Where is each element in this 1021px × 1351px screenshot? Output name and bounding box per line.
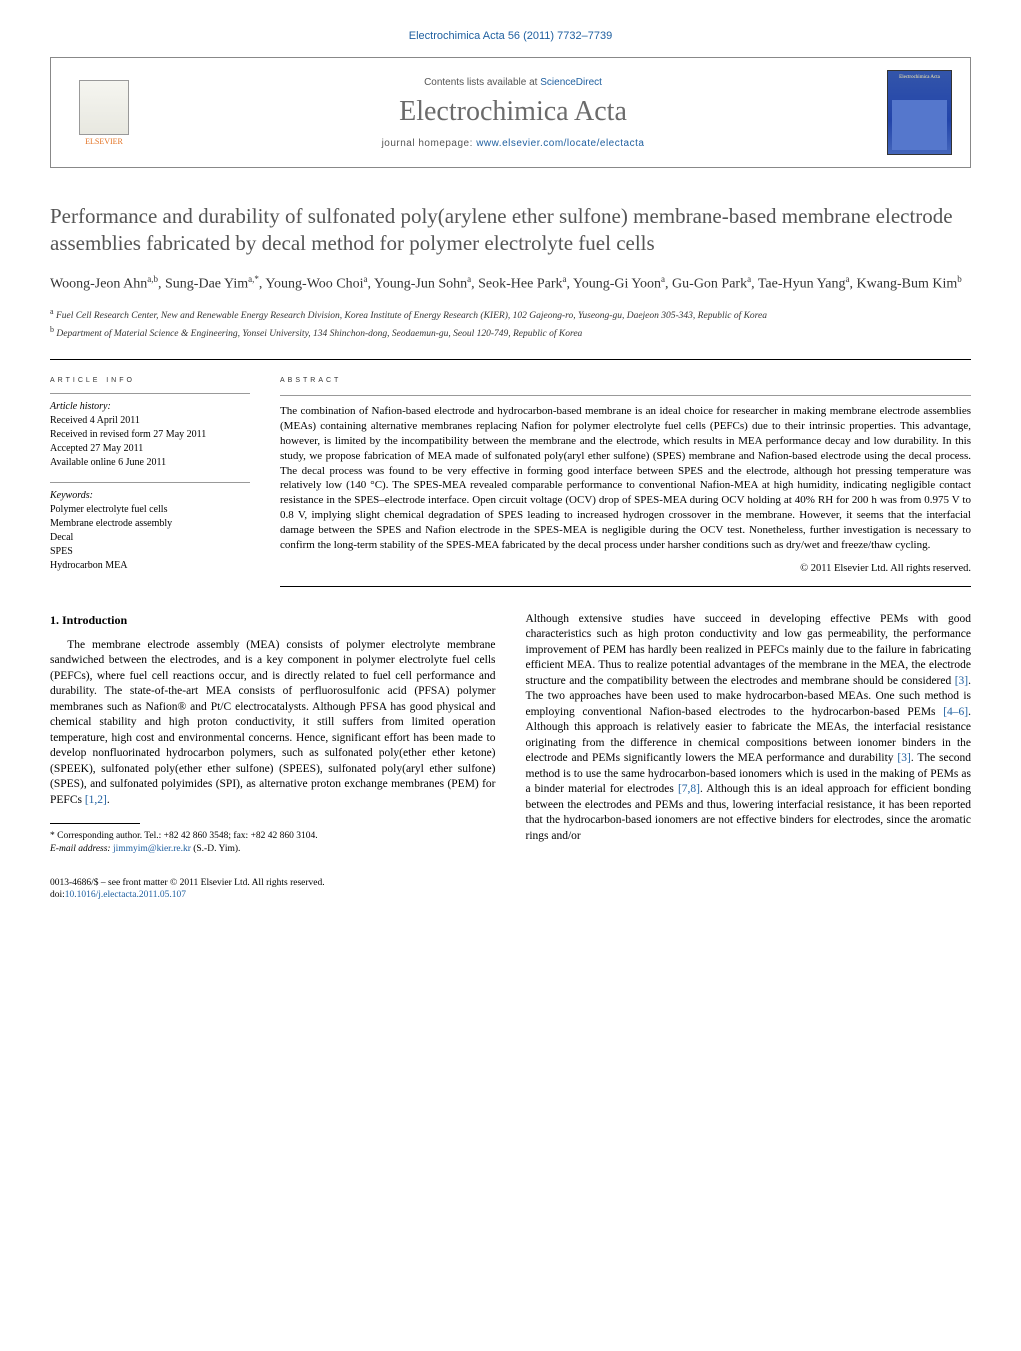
cover-image-area [892,100,947,150]
keyword-line: Polymer electrolyte fuel cells [50,503,250,517]
intro-text-1: The membrane electrode assembly (MEA) co… [50,639,496,806]
ref-link-4-6[interactable]: [4–6] [943,706,968,718]
copyright-line: © 2011 Elsevier Ltd. All rights reserved… [280,563,971,587]
intro-heading: 1. Introduction [50,612,496,628]
elsevier-tree-icon [79,80,129,135]
intro-paragraph-1: The membrane electrode assembly (MEA) co… [50,638,496,809]
article-info-column: ARTICLE INFO Article history: Received 4… [50,374,250,586]
email-suffix: (S.-D. Yim). [191,844,241,854]
journal-cover-thumbnail: Electrochimica Acta [887,70,952,155]
article-history-block: Article history: Received 4 April 2011Re… [50,393,250,470]
ref-link-1-2[interactable]: [1,2] [85,794,107,806]
bottom-metadata: 0013-4686/$ – see front matter © 2011 El… [50,877,496,902]
keyword-line: Hydrocarbon MEA [50,559,250,573]
homepage-link[interactable]: www.elsevier.com/locate/electacta [476,138,644,149]
intro-paragraph-2: Although extensive studies have succeed … [526,612,972,845]
footnote-text: Corresponding author. Tel.: +82 42 860 3… [57,831,318,841]
footnote-marker: * [50,831,55,841]
article-title: Performance and durability of sulfonated… [50,203,971,258]
intro-suffix-1: . [107,794,110,806]
keywords-block: Keywords: Polymer electrolyte fuel cells… [50,482,250,573]
body-column-left: 1. Introduction The membrane electrode a… [50,612,496,902]
contents-available-line: Contents lists available at ScienceDirec… [139,77,887,88]
journal-header-center: Contents lists available at ScienceDirec… [139,77,887,149]
abstract-heading: ABSTRACT [280,374,971,385]
affiliations: a Fuel Cell Research Center, New and Ren… [50,306,971,341]
intro-text-2a: Although extensive studies have succeed … [526,613,972,687]
history-label: Article history: [50,400,250,414]
history-line: Accepted 27 May 2011 [50,442,250,456]
corresponding-author-footnote: * Corresponding author. Tel.: +82 42 860… [50,830,496,855]
body-two-column: 1. Introduction The membrane electrode a… [50,612,971,902]
doi-link[interactable]: 10.1016/j.electacta.2011.05.107 [65,890,186,900]
publisher-name: ELSEVIER [85,137,123,146]
homepage-line: journal homepage: www.elsevier.com/locat… [139,138,887,149]
authors-list: Woong-Jeon Ahna,b, Sung-Dae Yima,*, Youn… [50,273,971,295]
journal-name: Electrochimica Acta [139,96,887,128]
email-link[interactable]: jimmyim@kier.re.kr [113,844,191,854]
keyword-line: Membrane electrode assembly [50,517,250,531]
elsevier-logo: ELSEVIER [69,73,139,153]
homepage-prefix: journal homepage: [382,138,477,149]
journal-reference: Electrochimica Acta 56 (2011) 7732–7739 [50,30,971,42]
ref-link-7-8[interactable]: [7,8] [678,783,700,795]
affiliation-line: b Department of Material Science & Engin… [50,324,971,341]
history-line: Available online 6 June 2011 [50,456,250,470]
footnote-separator [50,823,140,824]
info-abstract-row: ARTICLE INFO Article history: Received 4… [50,359,971,586]
affiliation-line: a Fuel Cell Research Center, New and Ren… [50,306,971,323]
doi-prefix: doi: [50,890,65,900]
history-line: Received 4 April 2011 [50,414,250,428]
keywords-label: Keywords: [50,489,250,503]
keyword-line: SPES [50,545,250,559]
issn-line: 0013-4686/$ – see front matter © 2011 El… [50,878,325,888]
contents-prefix: Contents lists available at [424,77,540,88]
article-info-heading: ARTICLE INFO [50,374,250,385]
ref-link-3a[interactable]: [3] [955,675,968,687]
body-column-right: Although extensive studies have succeed … [526,612,972,902]
abstract-text: The combination of Nafion-based electrod… [280,395,971,552]
cover-title: Electrochimica Acta [892,75,947,80]
email-label: E-mail address: [50,844,113,854]
history-line: Received in revised form 27 May 2011 [50,428,250,442]
sciencedirect-link[interactable]: ScienceDirect [540,77,602,88]
keyword-line: Decal [50,531,250,545]
abstract-column: ABSTRACT The combination of Nafion-based… [280,374,971,586]
ref-link-3b[interactable]: [3] [897,752,910,764]
journal-header-box: ELSEVIER Contents lists available at Sci… [50,57,971,168]
